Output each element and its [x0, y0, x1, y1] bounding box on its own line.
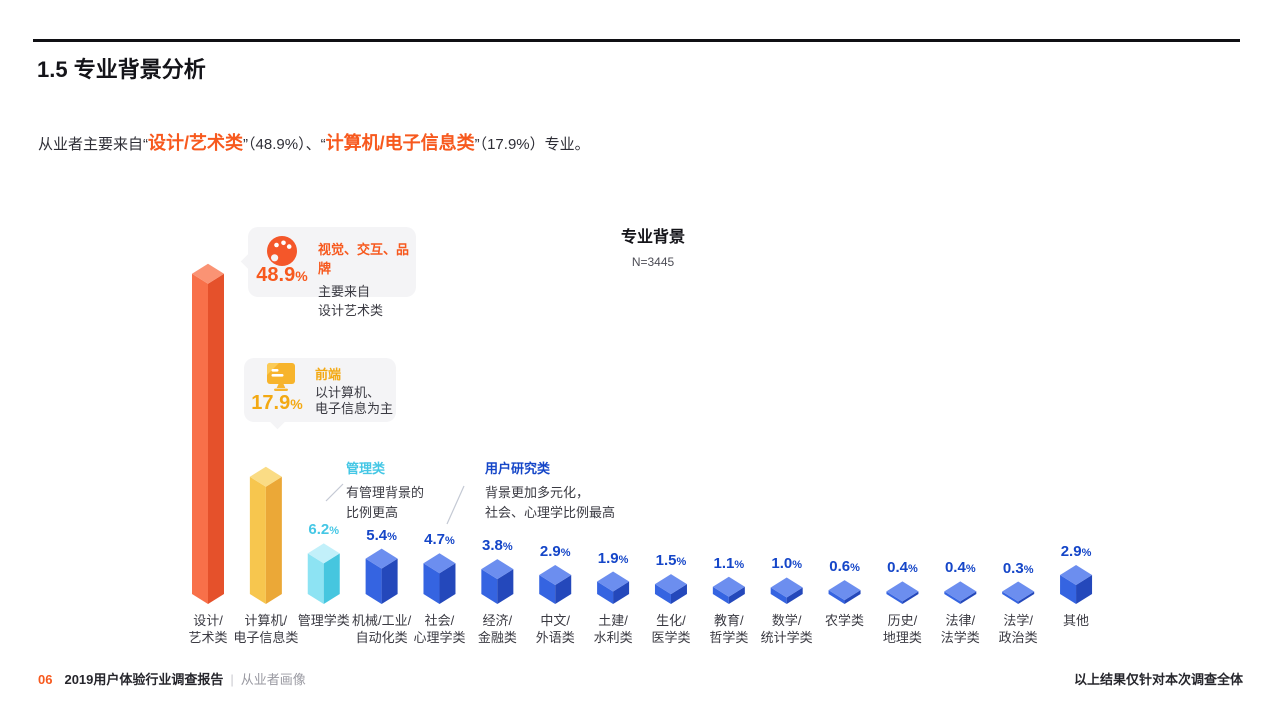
- value-label: 2.9%: [539, 543, 571, 560]
- bar-设计/艺术类: [192, 263, 224, 604]
- value-label: 0.6%: [829, 558, 860, 576]
- palette-icon: [265, 234, 299, 273]
- footer-note: 以上结果仅针对本次调查全体: [1073, 672, 1243, 687]
- category-label: 法学/政治类: [998, 613, 1038, 645]
- intro-segment: 计算机/电子信息类: [325, 133, 475, 153]
- category-label: 社会/心理学类: [413, 613, 466, 645]
- value-label: 4.7%: [424, 531, 455, 549]
- chart-title-block: 专业背景 N=3445: [553, 223, 753, 269]
- bar-社会/心理学类: [423, 553, 456, 604]
- category-label: 管理学类: [297, 613, 350, 628]
- top-rule: [33, 39, 1240, 42]
- intro-text: 从业者主要来自“设计/艺术类”（48.9%）、“计算机/电子信息类”（17.9%…: [38, 129, 590, 155]
- category-label: 设计/艺术类: [188, 613, 228, 645]
- callout-title: 视觉、交互、品牌: [318, 242, 410, 276]
- intro-segment: “: [320, 136, 326, 153]
- callout-line: 以计算机、: [315, 385, 381, 400]
- category-label: 数学/统计学类: [760, 613, 813, 645]
- value-label: 5.4%: [366, 526, 397, 544]
- bar-经济/金融类: [481, 559, 514, 604]
- category-label: 中文/外语类: [535, 613, 575, 645]
- bar-法学/政治类: [1002, 581, 1035, 604]
- category-label: 生化/医学类: [651, 613, 691, 645]
- bar-生化/医学类: [654, 574, 687, 604]
- category-label: 机械/工业/自动化类: [351, 613, 412, 645]
- callout-body: 前端 以计算机、 电子信息为主: [315, 364, 393, 417]
- bar-土建/水利类: [597, 571, 630, 604]
- value-label: 3.8%: [482, 537, 513, 555]
- chart-title: 专业背景: [620, 229, 685, 246]
- value-label: 0.3%: [1002, 559, 1034, 577]
- monitor-icon: [265, 362, 297, 397]
- intro-segment: （17.9%）专业。: [479, 136, 590, 153]
- bar-机械/工业/自动化类: [365, 548, 398, 604]
- intro-segment: 从业者主要来自: [38, 136, 144, 153]
- callout-frontend: 17.9% 前端 以计算机、 电子信息为主: [244, 358, 396, 430]
- callout-pointer-bottom: [269, 413, 286, 430]
- value-label: 2.9%: [1060, 543, 1092, 560]
- value-label: 1.5%: [655, 552, 687, 570]
- footer-section: 从业者画像: [240, 672, 306, 687]
- annotation-line: 有管理背景的: [346, 485, 425, 500]
- page-number: 06: [38, 672, 53, 687]
- annotation-management: 管理类 有管理背景的 比例更高: [346, 458, 424, 523]
- value-label: 0.4%: [944, 559, 976, 577]
- value-label: 1.9%: [597, 549, 629, 567]
- page-title: 1.5 专业背景分析: [37, 57, 206, 82]
- category-label: 历史/地理类: [882, 613, 922, 645]
- callout-body: 视觉、交互、品牌 主要来自 设计艺术类: [318, 239, 416, 320]
- annotation-user-research: 用户研究类 背景更加多元化， 社会、心理学比例最高: [485, 458, 615, 523]
- value-label: 1.1%: [713, 554, 745, 572]
- annotation-line: 社会、心理学比例最高: [485, 505, 616, 520]
- bar-管理学类: [307, 543, 340, 604]
- intro-segment: ”: [243, 136, 249, 153]
- callout-design-art: 48.9% 视觉、交互、品牌 主要来自 设计艺术类: [240, 227, 416, 318]
- annotation-connector-line: [325, 483, 344, 502]
- intro-segment: “: [143, 136, 149, 153]
- intro-segment: 设计/艺术类: [148, 133, 244, 153]
- intro-segment: （48.9%）、: [248, 136, 321, 153]
- category-label: 法律/法学类: [940, 613, 980, 645]
- footer-separator: |: [230, 672, 234, 687]
- bar-历史/地理类: [886, 581, 919, 604]
- callout-line: 设计艺术类: [318, 303, 384, 318]
- footer-left: 06 2019用户体验行业调查报告 | 从业者画像: [38, 669, 306, 688]
- category-label: 经济/金融类: [477, 613, 517, 645]
- annotation-connector-line: [446, 485, 465, 525]
- annotation-title: 管理类: [346, 461, 386, 476]
- callout-line: 电子信息为主: [315, 401, 394, 416]
- bar-法律/法学类: [944, 581, 977, 604]
- chart-sample-size: N=3445: [631, 255, 675, 269]
- category-label: 土建/水利类: [593, 613, 633, 645]
- category-label: 其他: [1063, 613, 1090, 628]
- bar-计算机/电子信息类: [249, 466, 282, 604]
- callout-percentage: 48.9%: [256, 264, 308, 286]
- value-label: 1.0%: [771, 555, 802, 573]
- bar-教育/哲学类: [712, 576, 745, 604]
- bar-其他: [1060, 565, 1093, 604]
- callout-title: 前端: [315, 367, 342, 382]
- bar-中文/外语类: [539, 565, 572, 604]
- category-label: 教育/哲学类: [709, 613, 749, 645]
- annotation-line: 比例更高: [346, 505, 399, 520]
- category-label: 农学类: [825, 613, 865, 628]
- annotation-title: 用户研究类: [485, 461, 551, 476]
- bar-数学/统计学类: [770, 577, 803, 604]
- category-label: 计算机/电子信息类: [233, 613, 299, 645]
- value-label: 0.4%: [887, 559, 918, 577]
- callout-line: 主要来自: [318, 284, 371, 299]
- annotation-line: 背景更加多元化，: [485, 485, 590, 500]
- footer-report-title: 2019用户体验行业调查报告: [64, 672, 224, 687]
- value-label: 6.2%: [308, 521, 340, 539]
- callout-percentage: 17.9%: [251, 392, 303, 414]
- bar-农学类: [828, 580, 861, 604]
- intro-segment: ”: [474, 136, 480, 153]
